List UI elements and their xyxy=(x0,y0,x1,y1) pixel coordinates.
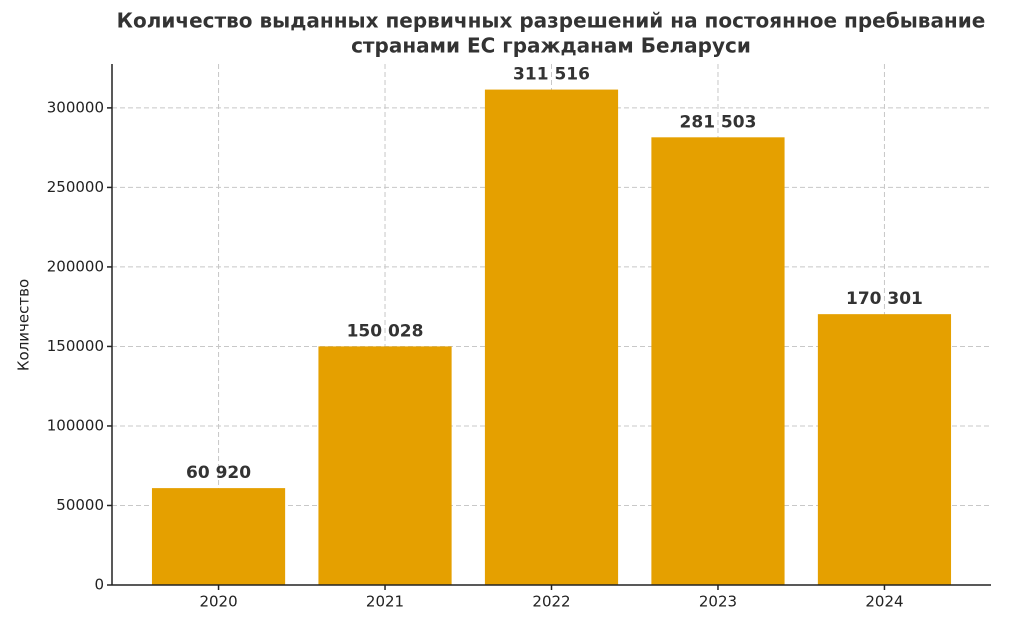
y-tick-label: 50000 xyxy=(56,496,104,514)
value-label: 150 028 xyxy=(347,321,424,341)
x-tick-label: 2022 xyxy=(532,593,570,611)
y-tick-label: 150000 xyxy=(47,337,104,355)
y-tick-label: 100000 xyxy=(47,416,104,434)
bar xyxy=(484,89,619,585)
x-tick-label: 2024 xyxy=(865,593,903,611)
x-tick-label: 2021 xyxy=(366,593,404,611)
bar xyxy=(651,137,785,585)
x-tick-label: 2023 xyxy=(699,593,737,611)
y-tick-label: 250000 xyxy=(47,178,104,196)
chart-title: странами ЕС гражданам Беларуси xyxy=(351,34,751,58)
value-label: 281 503 xyxy=(680,112,757,132)
bar xyxy=(817,314,952,585)
bar xyxy=(151,488,286,585)
y-tick-label: 200000 xyxy=(47,257,104,275)
y-tick-label: 300000 xyxy=(47,98,104,116)
value-label: 60 920 xyxy=(186,463,251,483)
value-label: 311 516 xyxy=(513,65,590,85)
value-label: 170 301 xyxy=(846,289,923,309)
bar xyxy=(318,346,452,585)
y-axis-label: Количество xyxy=(15,279,33,371)
y-tick-label: 0 xyxy=(94,576,104,594)
x-tick-label: 2020 xyxy=(199,593,237,611)
chart-title: Количество выданных первичных разрешений… xyxy=(117,9,986,33)
